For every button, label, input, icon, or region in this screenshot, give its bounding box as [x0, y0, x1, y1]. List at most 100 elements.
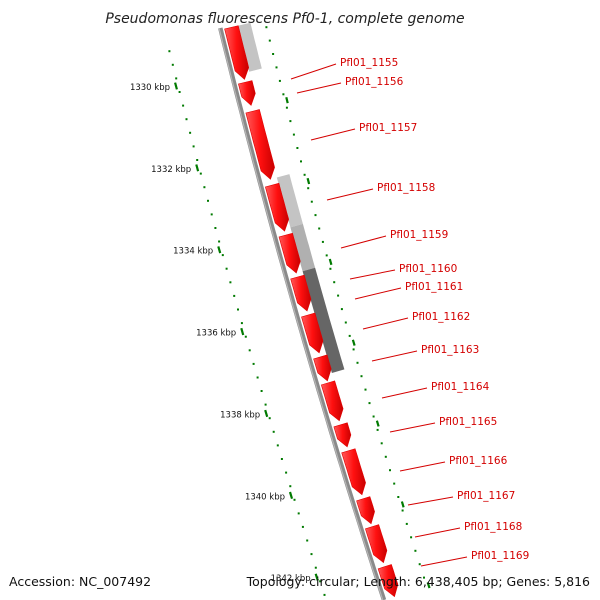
- reverse-gene-bar: [276, 174, 303, 228]
- tick-dot: [319, 580, 322, 583]
- tick-dot: [337, 294, 340, 297]
- scale-tick-mark: [375, 420, 380, 427]
- tick-dot: [296, 147, 299, 149]
- gene-label-leader: [381, 387, 428, 399]
- scale-tick-label: 1338 kbp: [220, 411, 260, 421]
- tick-dot: [233, 294, 236, 297]
- tick-dot: [418, 563, 421, 566]
- tick-dot: [401, 509, 404, 512]
- tick-dot: [333, 281, 336, 284]
- gene-label-leader: [414, 527, 461, 538]
- tick-dot: [256, 376, 259, 379]
- scale-tick-mark: [328, 258, 333, 266]
- tick-dot: [314, 214, 317, 217]
- tick-dot: [389, 469, 391, 472]
- forward-gene-arrow: [278, 232, 301, 274]
- scale-tick-mark: [314, 573, 319, 581]
- tick-dot: [280, 458, 283, 460]
- tick-dot: [285, 471, 288, 474]
- scale-tick-mark: [400, 501, 405, 508]
- tick-dot: [185, 118, 188, 121]
- tick-dot: [301, 525, 304, 528]
- tick-dot: [237, 308, 239, 311]
- gene-label: Pfl01_1159: [390, 229, 448, 241]
- tick-dot: [178, 91, 181, 93]
- gene-label-leader: [290, 63, 337, 80]
- gene-label-leader: [399, 461, 446, 472]
- reverse-gene-bar: [237, 22, 262, 72]
- tick-dot: [282, 93, 285, 96]
- scale-tick-mark: [426, 582, 431, 589]
- scale-tick-label: 1332 kbp: [151, 165, 191, 175]
- scale-tick-mark: [306, 177, 311, 185]
- tick-dot: [192, 145, 195, 148]
- tick-dot: [289, 120, 292, 123]
- tick-dot: [276, 444, 279, 447]
- scale-tick-mark: [217, 246, 222, 254]
- gene-label-leader: [407, 496, 454, 506]
- tick-dot: [323, 593, 326, 596]
- forward-gene-arrow: [356, 496, 375, 525]
- tick-dot: [405, 522, 408, 525]
- forward-gene-arrow: [333, 422, 352, 448]
- tick-dot: [221, 254, 224, 257]
- genome-summary-text: Topology: circular; Length: 6,438,405 bp…: [246, 574, 590, 589]
- forward-gene-arrow: [290, 274, 312, 312]
- scale-tick-mark: [288, 491, 294, 500]
- tick-dot: [297, 512, 300, 515]
- gene-label: Pfl01_1166: [449, 455, 508, 467]
- tick-dot: [210, 213, 213, 216]
- tick-dot: [352, 348, 355, 351]
- tick-dot: [376, 428, 379, 431]
- forward-gene-arrow: [377, 564, 399, 598]
- gene-label-leader: [420, 556, 468, 567]
- map-title: Pseudomonas fluorescens Pf0-1, complete …: [105, 11, 464, 27]
- backbone-highlight: [218, 28, 384, 600]
- gene-label: Pfl01_1157: [359, 122, 417, 134]
- tick-dot: [300, 160, 302, 163]
- scale-tick-mark: [195, 164, 200, 172]
- tick-dot: [218, 240, 221, 243]
- tick-dot: [321, 240, 324, 243]
- tick-dot: [293, 498, 296, 501]
- tick-dot: [325, 254, 328, 257]
- forward-gene-arrow: [238, 80, 256, 106]
- scale-tick-mark: [264, 409, 269, 418]
- gene-label: Pfl01_1156: [345, 76, 404, 88]
- backbone-line: [218, 27, 387, 600]
- tick-dot: [360, 375, 363, 378]
- forward-gene-arrow: [320, 380, 344, 422]
- tick-dot: [199, 172, 202, 175]
- gene-label-leader: [354, 287, 402, 300]
- tick-dot: [240, 322, 243, 325]
- tick-dot: [264, 403, 267, 406]
- tick-dot: [248, 349, 251, 352]
- forward-gene-arrow: [265, 182, 290, 232]
- reverse-gene-bar: [290, 223, 316, 272]
- gene-label: Pfl01_1169: [471, 550, 529, 562]
- tick-dot: [175, 77, 178, 80]
- gene-label: Pfl01_1155: [340, 57, 398, 69]
- forward-gene-arrow: [301, 312, 324, 354]
- scale-tick-label: 1340 kbp: [245, 492, 285, 502]
- gene-label-leader: [296, 82, 342, 94]
- scale-ticks: 1330 kbp 1332 kbp 1334 kbp 1336 kbp 1338 kbp…: [130, 82, 431, 589]
- tick-dot: [307, 187, 310, 190]
- forward-gene-arrow: [313, 354, 332, 382]
- reverse-gene-bar: [302, 267, 345, 373]
- tick-dot: [268, 39, 271, 42]
- scale-tick-label: 1336 kbp: [196, 329, 236, 339]
- gene-label: Pfl01_1163: [421, 344, 479, 356]
- scale-tick-mark: [240, 327, 245, 336]
- forward-gene-arrow: [224, 25, 250, 80]
- gene-label: Pfl01_1167: [457, 490, 515, 502]
- gene-label: Pfl01_1164: [431, 381, 490, 393]
- scale-tick-mark: [285, 97, 289, 104]
- accession-text: Accession: NC_007492: [9, 574, 152, 589]
- tick-dot: [318, 227, 321, 230]
- tick-dot: [306, 539, 309, 542]
- tick-dot: [393, 482, 396, 485]
- tick-dot: [272, 53, 275, 55]
- tick-dot: [265, 26, 268, 29]
